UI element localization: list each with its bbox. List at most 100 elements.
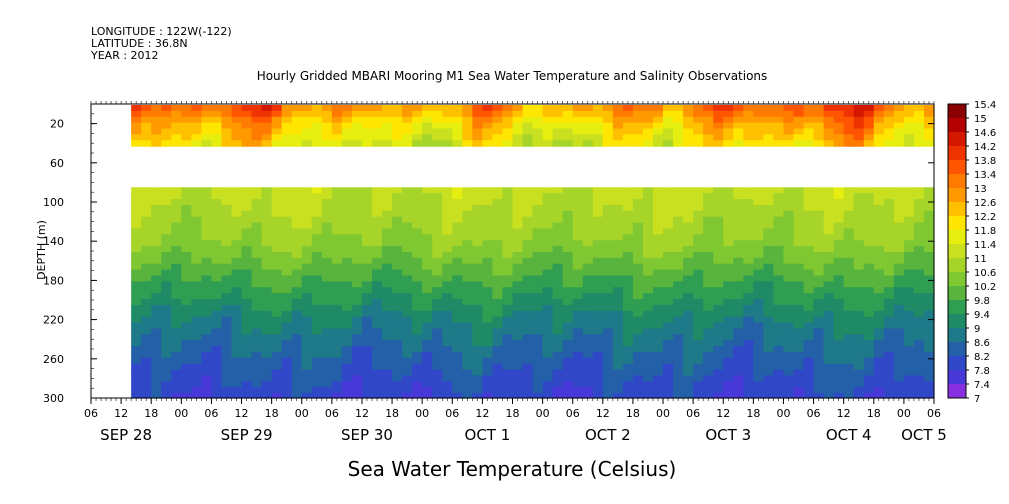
heatmap-cell [843, 228, 855, 235]
heatmap-cell [291, 187, 303, 194]
heatmap-cell [552, 328, 564, 335]
heatmap-cell [351, 310, 363, 318]
heatmap-cell [562, 240, 574, 247]
heatmap-cell [602, 299, 614, 306]
heatmap-cell [853, 269, 865, 277]
heatmap-cell [853, 216, 865, 224]
heatmap-cell [833, 393, 845, 399]
heatmap-cell [432, 134, 443, 141]
heatmap-cell [923, 122, 935, 130]
heatmap-cell [502, 140, 514, 147]
heatmap-cell [261, 322, 273, 330]
heatmap-cell [522, 328, 534, 335]
heatmap-cell [883, 387, 895, 394]
heatmap-cell [291, 381, 303, 388]
heatmap-cell [241, 210, 253, 218]
heatmap-cell [873, 363, 885, 371]
heatmap-cell [432, 269, 443, 277]
heatmap-cell [592, 122, 604, 130]
heatmap-cell [181, 199, 192, 206]
heatmap-cell [833, 240, 845, 247]
heatmap-cell [743, 363, 754, 371]
heatmap-cell [442, 222, 453, 230]
heatmap-cell [221, 363, 233, 371]
heatmap-cell [823, 299, 835, 306]
heatmap-cell [592, 328, 604, 335]
colorbar-label: 11.4 [974, 240, 996, 251]
heatmap-cell [653, 228, 664, 235]
heatmap-cell [512, 228, 524, 235]
heatmap-cell [642, 140, 654, 147]
heatmap-cell [853, 199, 865, 206]
heatmap-cell [663, 322, 674, 330]
heatmap-cell [863, 251, 875, 259]
heatmap-cell [883, 381, 895, 388]
heatmap-cell [211, 204, 223, 212]
heatmap-cell [311, 251, 323, 259]
heatmap-cell [522, 104, 534, 112]
heatmap-cell [813, 116, 825, 124]
heatmap-cell [231, 122, 243, 130]
heatmap-cell [783, 340, 795, 347]
heatmap-cell [873, 287, 885, 294]
heatmap-cell [853, 246, 865, 253]
heatmap-cell [281, 351, 293, 359]
heatmap-cell [562, 299, 574, 306]
heatmap-cell [663, 257, 674, 265]
heatmap-cell [171, 246, 182, 253]
heatmap-cell [803, 128, 815, 135]
heatmap-cell [733, 204, 744, 212]
heatmap-cell [803, 104, 815, 112]
heatmap-cell [602, 351, 614, 359]
x-tick-label: 12 [837, 407, 851, 420]
heatmap-cell [271, 234, 283, 241]
heatmap-cell [903, 193, 915, 200]
heatmap-cell [903, 328, 915, 335]
heatmap-cell [442, 110, 453, 118]
heatmap-cell [402, 310, 413, 318]
heatmap-cell [452, 304, 463, 312]
heatmap-cell [552, 304, 564, 312]
heatmap-cell [622, 393, 634, 399]
heatmap-cell [372, 393, 383, 399]
heatmap-cell [843, 375, 855, 382]
heatmap-cell [392, 222, 403, 230]
heatmap-cell [883, 122, 895, 130]
heatmap-cell [201, 281, 213, 288]
heatmap-cell [713, 199, 724, 206]
heatmap-cell [392, 269, 403, 277]
heatmap-cell [873, 246, 885, 253]
heatmap-cell [412, 116, 423, 124]
heatmap-cell [351, 257, 363, 265]
heatmap-cell [301, 340, 313, 347]
heatmap-cell [452, 369, 463, 377]
heatmap-cell [903, 269, 915, 277]
heatmap-cell [201, 328, 213, 335]
heatmap-cell [221, 104, 233, 112]
heatmap-cell [843, 222, 855, 230]
heatmap-cell [271, 222, 283, 230]
heatmap-cell [291, 193, 303, 200]
heatmap-cell [341, 363, 353, 371]
heatmap-cell [291, 304, 303, 312]
heatmap-cell [281, 187, 293, 194]
heatmap-cell [703, 322, 714, 330]
heatmap-cell [341, 140, 353, 147]
heatmap-cell [542, 275, 554, 282]
heatmap-cell [833, 122, 845, 130]
heatmap-cell [502, 357, 514, 365]
heatmap-cell [883, 334, 895, 341]
heatmap-cell [502, 110, 514, 118]
heatmap-cell [412, 210, 423, 218]
heatmap-cell [341, 222, 353, 230]
heatmap-cell [642, 187, 654, 194]
heatmap-cell [361, 351, 373, 359]
heatmap-cell [833, 234, 845, 241]
heatmap-cell [833, 334, 845, 341]
heatmap-cell [482, 304, 494, 312]
heatmap-cell [271, 299, 283, 306]
heatmap-cell [201, 357, 213, 365]
heatmap-cell [622, 263, 634, 271]
heatmap-cell [602, 246, 614, 253]
heatmap-cell [793, 269, 805, 277]
